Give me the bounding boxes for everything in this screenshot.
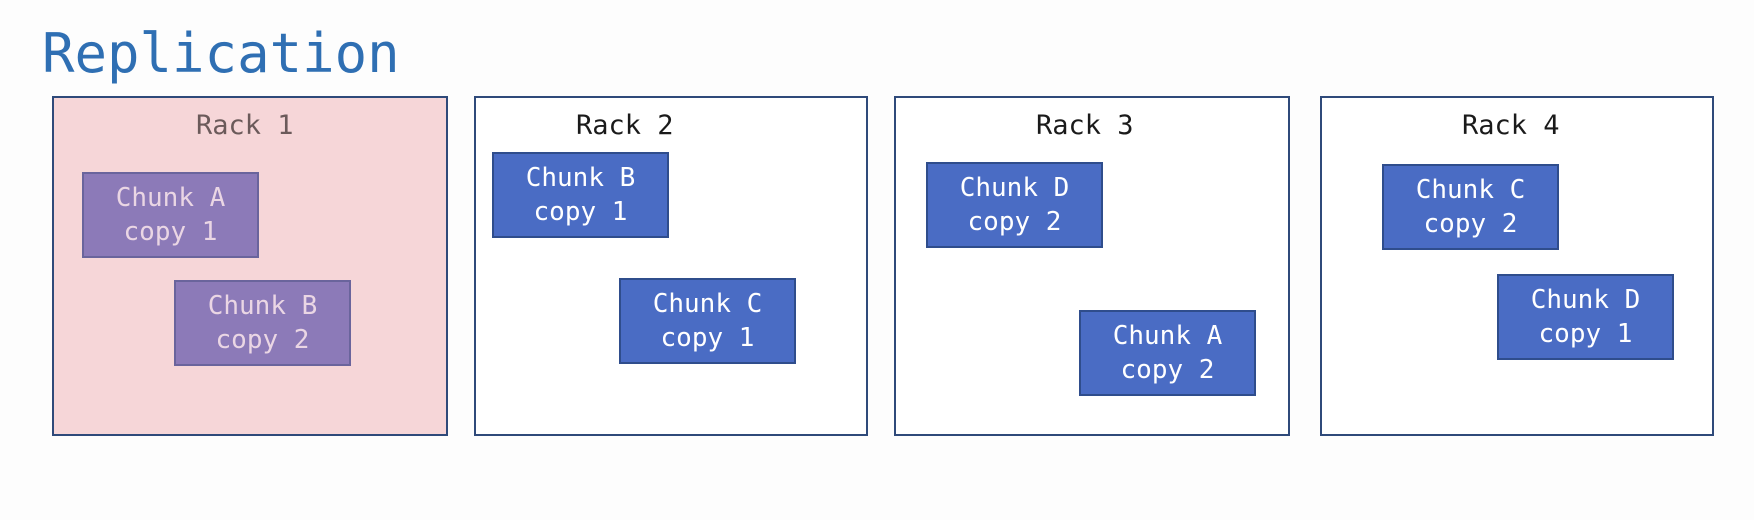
chunk-name: Chunk C <box>652 289 763 319</box>
rack-label: Rack 4 <box>1462 110 1560 141</box>
rack-label: Rack 3 <box>1036 110 1134 141</box>
chunk-copy: copy 1 <box>660 323 755 353</box>
chunk-name: Chunk B <box>525 163 636 193</box>
rack-2: Rack 2 Chunk B copy 1 Chunk C copy 1 <box>474 96 868 436</box>
chunk-name: Chunk A <box>115 183 226 213</box>
chunk-copy: copy 1 <box>533 197 628 227</box>
chunk-name: Chunk C <box>1415 175 1526 205</box>
rack-3: Rack 3 Chunk D copy 2 Chunk A copy 2 <box>894 96 1290 436</box>
chunk-box: Chunk D copy 2 <box>926 162 1103 248</box>
rack-4: Rack 4 Chunk C copy 2 Chunk D copy 1 <box>1320 96 1714 436</box>
chunk-copy: copy 2 <box>215 325 310 355</box>
chunk-copy: copy 2 <box>1423 209 1518 239</box>
chunk-name: Chunk B <box>207 291 318 321</box>
chunk-box: Chunk C copy 2 <box>1382 164 1559 250</box>
chunk-copy: copy 1 <box>1538 319 1633 349</box>
chunk-copy: copy 2 <box>967 207 1062 237</box>
rack-label: Rack 1 <box>196 110 294 141</box>
rack-1: Rack 1 Chunk A copy 1 Chunk B copy 2 <box>52 96 448 436</box>
slide-title: Replication <box>42 22 400 85</box>
chunk-box: Chunk B copy 2 <box>174 280 351 366</box>
chunk-box: Chunk B copy 1 <box>492 152 669 238</box>
chunk-name: Chunk D <box>1530 285 1641 315</box>
rack-label: Rack 2 <box>576 110 674 141</box>
chunk-box: Chunk A copy 2 <box>1079 310 1256 396</box>
chunk-name: Chunk A <box>1112 321 1223 351</box>
chunk-box: Chunk D copy 1 <box>1497 274 1674 360</box>
chunk-box: Chunk C copy 1 <box>619 278 796 364</box>
chunk-name: Chunk D <box>959 173 1070 203</box>
chunk-copy: copy 1 <box>123 217 218 247</box>
chunk-copy: copy 2 <box>1120 355 1215 385</box>
chunk-box: Chunk A copy 1 <box>82 172 259 258</box>
